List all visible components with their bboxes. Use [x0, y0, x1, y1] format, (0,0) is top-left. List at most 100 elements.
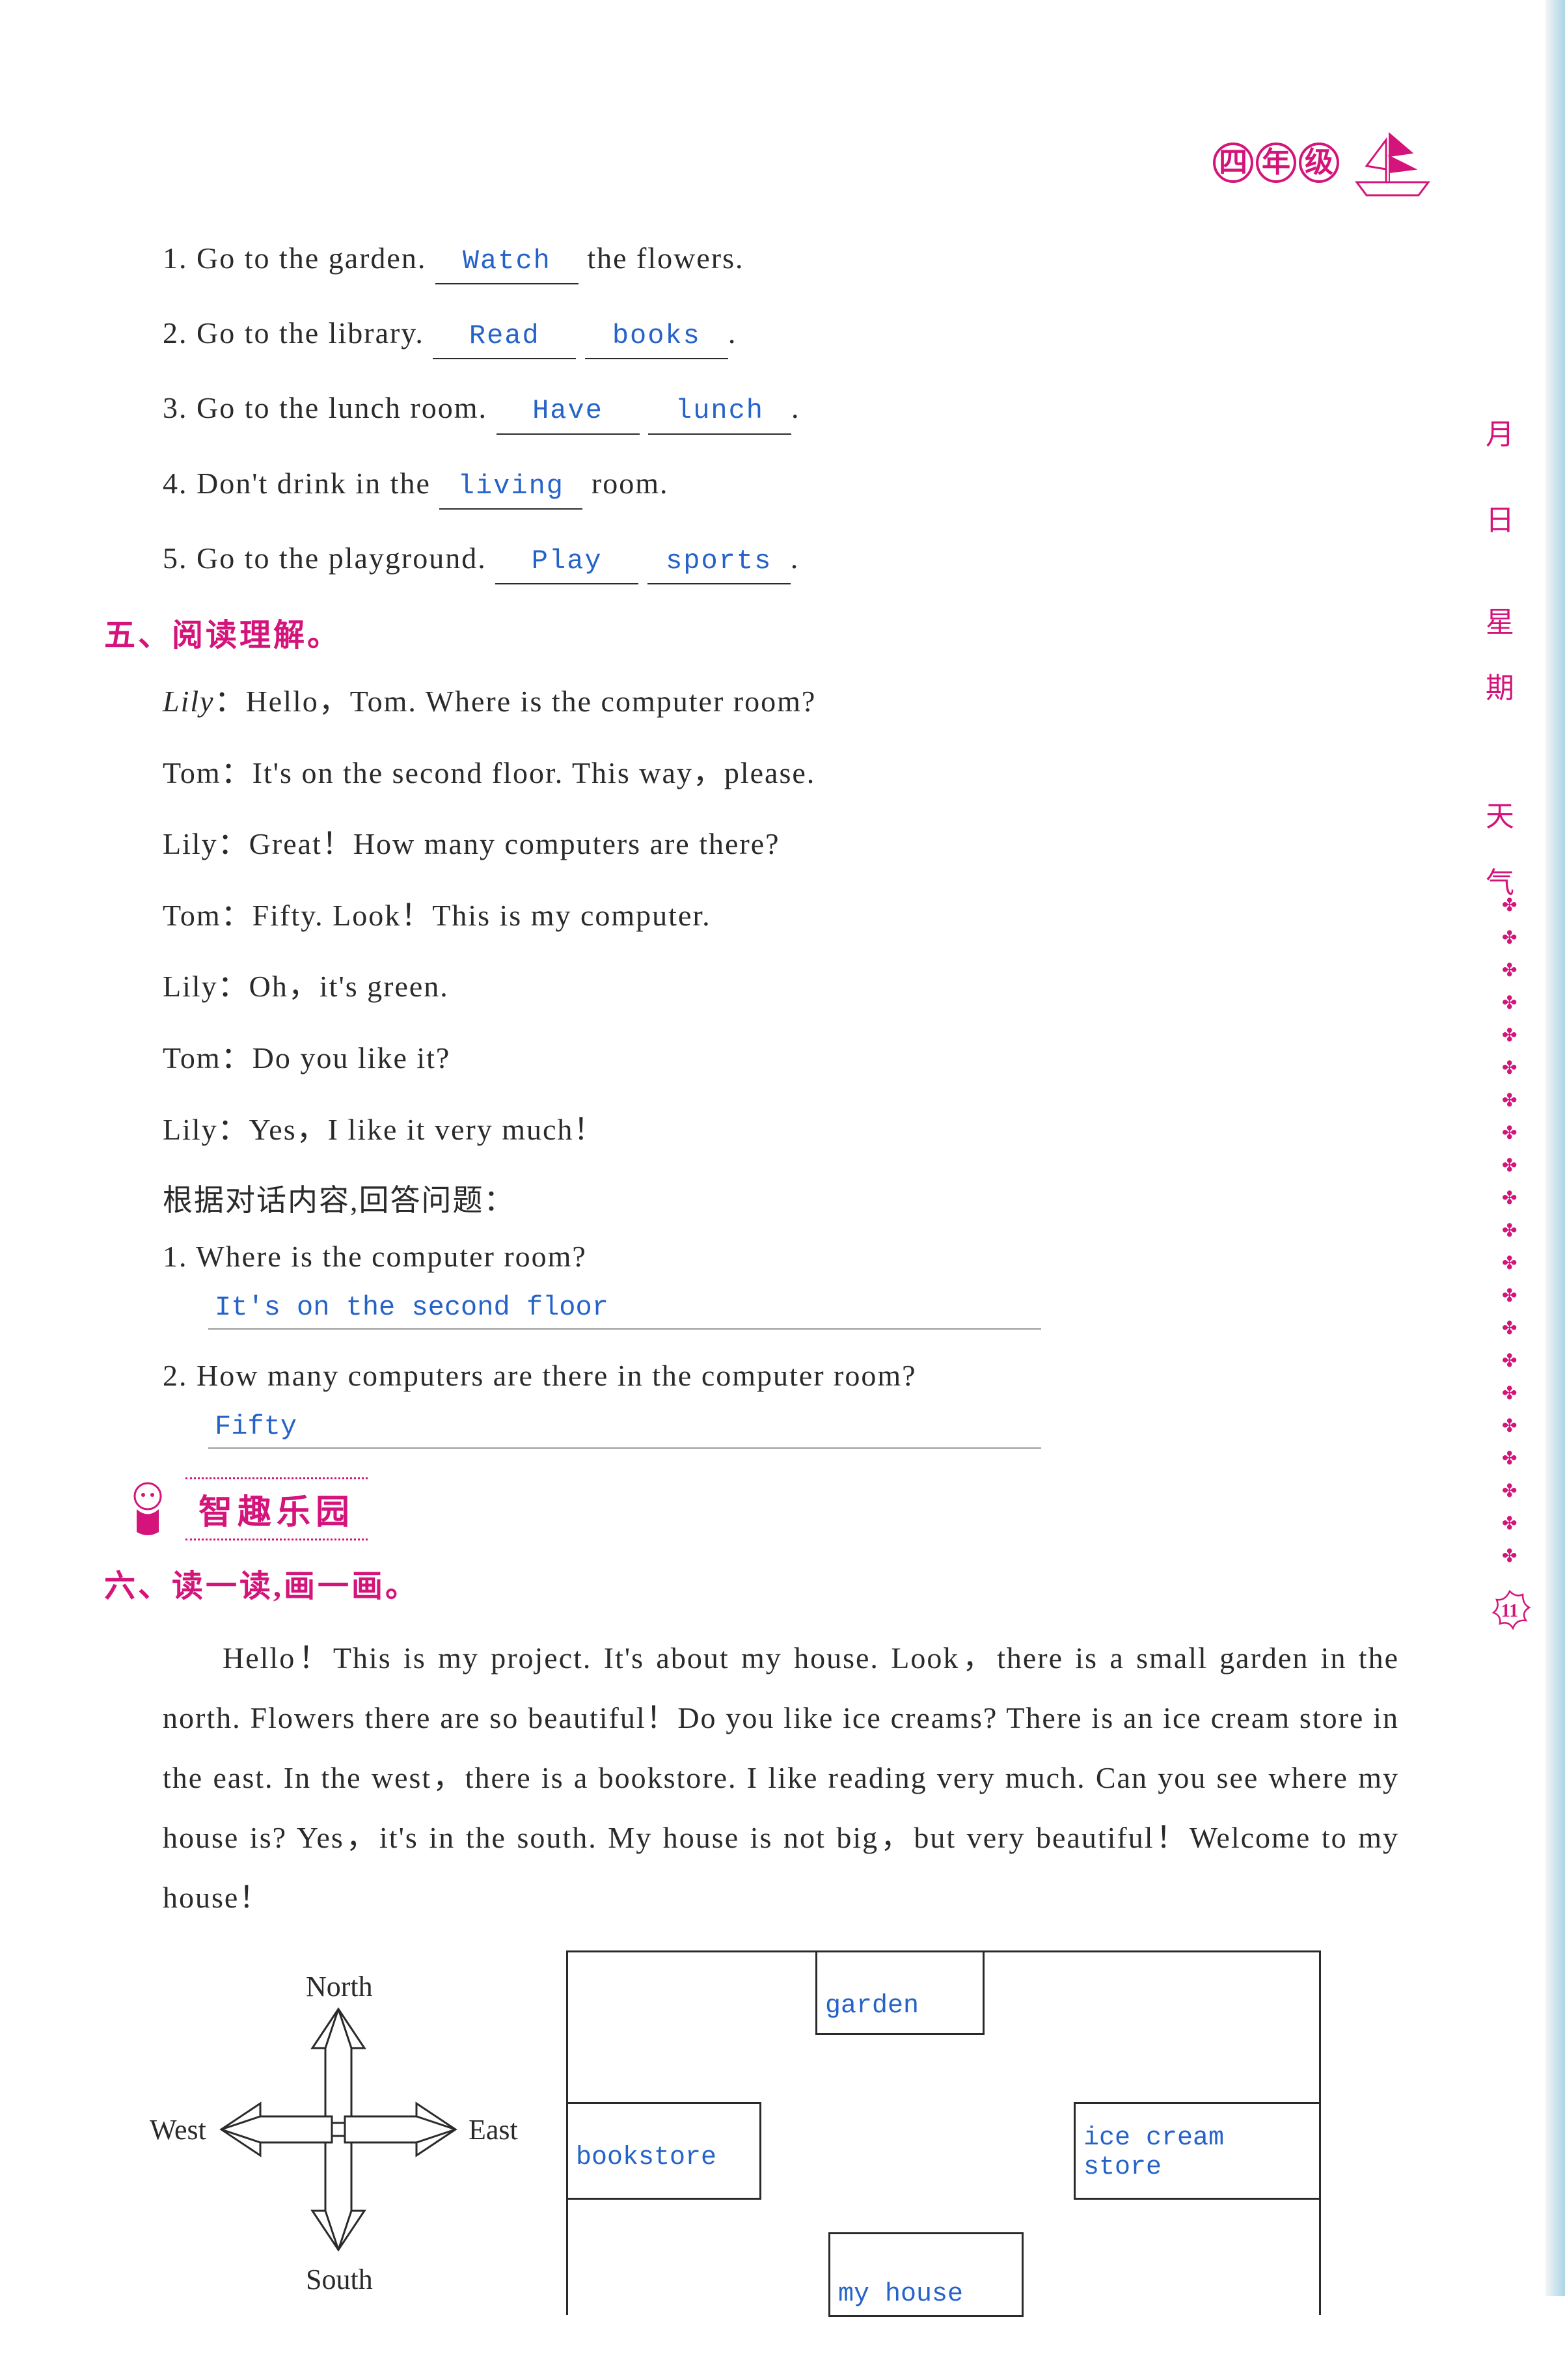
- question-1: 1. Where is the computer room?: [163, 1239, 1448, 1274]
- ex4-item-2: 2. Go to the library. Read books.: [163, 309, 1448, 359]
- question-2: 2. How many computers are there in the c…: [163, 1358, 1448, 1393]
- svg-text:✤: ✤: [1502, 1514, 1517, 1534]
- page-container: 四年级 1. Go to the garden. Watch the flowe…: [0, 0, 1565, 2380]
- svg-text:✤: ✤: [1502, 1221, 1517, 1241]
- svg-text:✤: ✤: [1502, 1286, 1517, 1306]
- compass-west: West: [150, 2113, 206, 2146]
- dialogue-4: Tom：Fifty. Look！This is my computer.: [163, 892, 1448, 940]
- dlg-6-speaker: Tom: [163, 1041, 221, 1074]
- ex4-3-mid: [640, 391, 649, 424]
- dialogue-6: Tom：Do you like it?: [163, 1034, 1448, 1082]
- svg-text:✤: ✤: [1502, 896, 1517, 916]
- ex4-4-prefix: 4. Don't drink in the: [163, 467, 439, 500]
- dialogue-7: Lily：Yes，I like it very much！: [163, 1106, 1448, 1154]
- ex4-5-blank1[interactable]: Play: [495, 540, 638, 584]
- fun-label: 智趣乐园: [185, 1477, 368, 1540]
- layout-garden[interactable]: garden: [815, 1950, 985, 2035]
- ex4-4-mid: room.: [582, 467, 668, 500]
- svg-text:✤: ✤: [1502, 1319, 1517, 1339]
- side-day: 日: [1480, 489, 1519, 553]
- ex4-3-blank2[interactable]: lunch: [648, 389, 791, 434]
- dlg-7-text: ：Yes，I like it very much！: [218, 1113, 605, 1146]
- ex4-2-prefix: 2. Go to the library.: [163, 316, 433, 349]
- svg-text:✤: ✤: [1502, 1416, 1517, 1436]
- svg-text:✤: ✤: [1502, 1449, 1517, 1469]
- ex4-5-suffix: .: [791, 541, 800, 575]
- side-week2: 期: [1480, 657, 1519, 720]
- svg-text:✤: ✤: [1502, 1123, 1517, 1143]
- dlg-2-speaker: Tom: [163, 756, 221, 789]
- page-number: 11: [1501, 1601, 1518, 1621]
- side-margin: 月 日 星 期 天 气: [1480, 404, 1519, 938]
- content-area: 1. Go to the garden. Watch the flowers. …: [104, 234, 1448, 2315]
- dialogue-1: Lily：Hello，Tom. Where is the computer ro…: [163, 677, 1448, 726]
- grade-char-1: 四: [1213, 143, 1253, 183]
- svg-text:✤: ✤: [1502, 993, 1517, 1013]
- layout-ice-cream[interactable]: ice cream store: [1074, 2102, 1321, 2200]
- page-number-badge: 11: [1487, 1588, 1532, 1634]
- dlg-5-text: ：Oh，it's green.: [218, 970, 449, 1003]
- ex4-item-1: 1. Go to the garden. Watch the flowers.: [163, 234, 1448, 284]
- dlg-4-speaker: Tom: [163, 899, 221, 932]
- section5-instruction: 根据对话内容,回答问题：: [163, 1177, 1448, 1220]
- layout-my-house[interactable]: my house: [828, 2232, 1024, 2317]
- ex4-5-prefix: 5. Go to the playground.: [163, 541, 495, 575]
- ex4-3-blank1[interactable]: Have: [497, 389, 640, 434]
- grade-char-3: 级: [1299, 143, 1339, 183]
- svg-text:✤: ✤: [1502, 1188, 1517, 1209]
- section6-paragraph: Hello！This is my project. It's about my …: [163, 1628, 1399, 1928]
- section6-title: 六、读一读,画一画。: [104, 1560, 1448, 1606]
- ex4-2-suffix: .: [728, 316, 737, 349]
- side-month: 月: [1480, 404, 1519, 467]
- ex4-item-4: 4. Don't drink in the living room.: [163, 459, 1448, 510]
- ex4-3-prefix: 3. Go to the lunch room.: [163, 391, 497, 424]
- dialogue-2: Tom：It's on the second floor. This way，p…: [163, 749, 1448, 797]
- house-layout: garden bookstore ice cream store my hous…: [566, 1950, 1321, 2315]
- ex4-1-blank1[interactable]: Watch: [435, 239, 578, 284]
- ex4-2-blank1[interactable]: Read: [433, 314, 576, 359]
- doll-icon: [124, 1480, 172, 1539]
- ex4-2-mid: [576, 316, 585, 349]
- dlg-1-text: ：Hello，Tom. Where is the computer room?: [215, 685, 817, 718]
- svg-text:✤: ✤: [1502, 1156, 1517, 1176]
- svg-text:✤: ✤: [1502, 928, 1517, 948]
- compass-east: East: [469, 2113, 518, 2146]
- ex4-2-blank2[interactable]: books: [585, 314, 728, 359]
- grade-text: 四年级: [1212, 143, 1340, 183]
- fun-corner: 智趣乐园: [124, 1477, 1448, 1540]
- ex4-item-3: 3. Go to the lunch room. Have lunch.: [163, 384, 1448, 434]
- svg-text:✤: ✤: [1502, 1026, 1517, 1046]
- svg-text:✤: ✤: [1502, 1546, 1517, 1566]
- ex4-5-mid: [638, 541, 647, 575]
- svg-text:✤: ✤: [1502, 1481, 1517, 1501]
- dlg-6-text: ：Do you like it?: [221, 1041, 451, 1074]
- ex4-item-5: 5. Go to the playground. Play sports.: [163, 534, 1448, 584]
- layout-bookstore[interactable]: bookstore: [566, 2102, 761, 2200]
- dialogue-3: Lily：Great！How many computers are there?: [163, 820, 1448, 868]
- dialogue-5: Lily：Oh，it's green.: [163, 963, 1448, 1011]
- svg-text:✤: ✤: [1502, 1091, 1517, 1111]
- side-weather1: 天: [1480, 786, 1519, 849]
- side-week1: 星: [1480, 592, 1519, 655]
- svg-text:✤: ✤: [1502, 1058, 1517, 1078]
- dlg-3-text: ：Great！How many computers are there?: [218, 827, 780, 860]
- svg-text:✤: ✤: [1502, 1253, 1517, 1274]
- ex4-5-blank2[interactable]: sports: [647, 540, 791, 584]
- dlg-1-speaker: Lily: [163, 685, 215, 718]
- compass-south: South: [306, 2263, 373, 2296]
- ex4-1-mid: the flowers.: [578, 241, 744, 275]
- answer-2[interactable]: Fifty: [208, 1411, 1041, 1449]
- answer-1[interactable]: It's on the second floor: [208, 1292, 1041, 1330]
- svg-text:✤: ✤: [1502, 1384, 1517, 1404]
- svg-text:✤: ✤: [1502, 1351, 1517, 1371]
- dlg-5-speaker: Lily: [163, 970, 218, 1003]
- dlg-4-text: ：Fifty. Look！This is my computer.: [221, 899, 711, 932]
- dlg-2-text: ：It's on the second floor. This way，plea…: [221, 756, 816, 789]
- ex4-4-blank1[interactable]: living: [439, 465, 582, 510]
- ship-icon: [1350, 127, 1435, 198]
- ex4-3-suffix: .: [791, 391, 800, 424]
- decorative-border: ✤✤✤✤✤✤✤✤✤✤✤✤✤✤✤✤✤✤✤✤✤: [1497, 885, 1523, 1666]
- grade-badge: 四年级: [1212, 127, 1435, 198]
- compass-north: North: [306, 1970, 373, 2003]
- ex4-1-prefix: 1. Go to the garden.: [163, 241, 435, 275]
